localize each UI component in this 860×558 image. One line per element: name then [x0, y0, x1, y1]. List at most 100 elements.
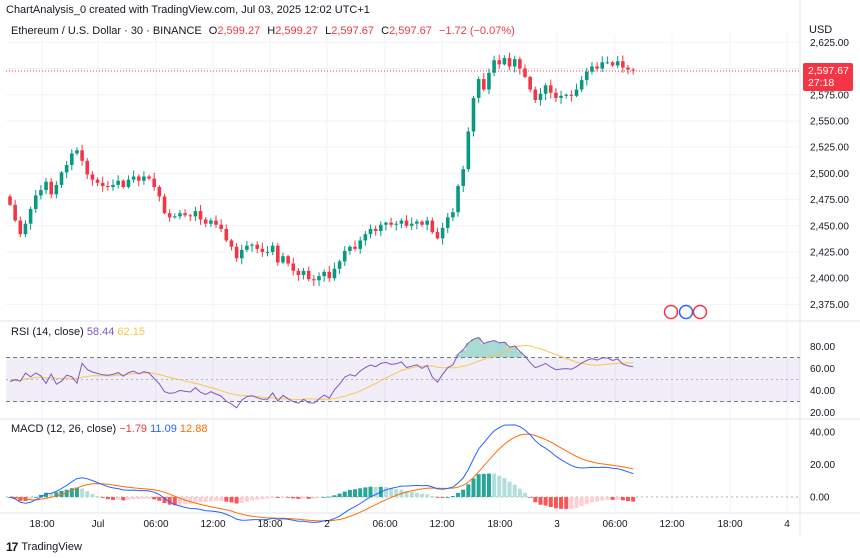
macd-histogram-bar	[389, 487, 394, 498]
macd-histogram-bar	[559, 497, 564, 509]
macd-histogram-bar	[162, 497, 167, 504]
macd-histogram-bar	[353, 489, 358, 498]
price-tick-label: 2,625.00	[810, 38, 849, 49]
time-tick-label: Jul	[92, 519, 105, 530]
macd-histogram-bar	[404, 490, 409, 498]
candle-body	[142, 176, 146, 181]
candle-body	[286, 256, 290, 264]
macd-legend: MACD (12, 26, close) −1.79 11.09 12.88	[11, 423, 207, 435]
macd-histogram-bar	[445, 497, 450, 498]
macd-histogram-bar	[347, 489, 352, 498]
candle-body	[569, 94, 574, 96]
candle-body	[363, 234, 368, 241]
candle-body	[621, 61, 625, 68]
macd-histogram-bar	[214, 497, 218, 501]
macd-histogram-bar	[610, 497, 615, 500]
macd-tick-label: 0.00	[810, 493, 830, 504]
macd-histogram-bar	[409, 492, 414, 498]
rsi-label[interactable]: RSI (14, close)	[11, 326, 84, 338]
event-icons[interactable]	[663, 304, 708, 320]
macd-histogram-bar	[584, 497, 589, 505]
macd-histogram-bar	[600, 497, 605, 501]
macd-histogram-bar	[296, 497, 301, 499]
macd-histogram-bar	[59, 490, 64, 498]
macd-histogram-bar	[471, 478, 476, 498]
candle-body	[435, 232, 440, 239]
candle-body	[209, 220, 213, 224]
price-tag-value: 2,597.67	[808, 65, 849, 77]
time-axis[interactable]: 18:00 Jul 06:00 12:00 18:00 2 06:00 12:00 18:00 3…	[29, 519, 790, 530]
macd-histogram-bar	[492, 473, 497, 498]
candle-body	[342, 250, 347, 262]
rsi-ma-value: 62.15	[117, 326, 145, 338]
macd-histogram-bar	[512, 484, 517, 498]
candle-body	[80, 150, 84, 161]
macd-signal-line	[9, 433, 634, 522]
macd-histogram-bar	[147, 497, 152, 499]
macd-histogram-bar	[615, 497, 620, 500]
macd-histogram-bar	[105, 497, 110, 500]
candle-body	[585, 71, 589, 81]
macd-histogram-bar	[270, 497, 275, 498]
rsi-background	[6, 357, 800, 402]
candle-body	[554, 92, 558, 98]
flag-icon	[692, 304, 708, 320]
time-tick-label: 3	[554, 519, 560, 530]
candle-body	[23, 223, 28, 235]
macd-label[interactable]: MACD (12, 26, close)	[11, 423, 117, 435]
macd-histogram-bar	[342, 491, 347, 498]
candle-body	[157, 187, 162, 197]
macd-histogram-bar	[90, 493, 95, 498]
high-value: 2,599.27	[275, 25, 319, 37]
macd-histogram-bar	[553, 497, 558, 509]
macd-histogram-bar	[301, 497, 306, 499]
price-tick-label: 2,550.00	[810, 116, 849, 127]
macd-histogram-bar	[219, 497, 224, 501]
macd-histogram-bar	[430, 495, 435, 498]
candle-body	[440, 227, 445, 239]
macd-histogram-bar	[605, 497, 610, 500]
price-tick-label: 2,500.00	[810, 169, 849, 180]
currency-label[interactable]: USD	[809, 24, 833, 36]
candle-body	[409, 223, 414, 226]
candle-body	[600, 62, 605, 69]
macd-histogram-bar	[461, 489, 466, 498]
candle-body	[59, 172, 64, 185]
candle-body	[353, 246, 357, 249]
candle-body	[239, 249, 244, 259]
low-value: 2,597.67	[331, 25, 375, 37]
symbol-label[interactable]: Ethereum / U.S. Dollar · 30 · BINANCE	[11, 25, 202, 37]
candle-body	[399, 220, 404, 224]
candle-body	[95, 179, 100, 183]
price-tick-label: 2,475.00	[810, 195, 849, 206]
candle-body	[90, 174, 95, 180]
price-axis[interactable]: 2,625.002,600.002,575.002,550.002,525.00…	[810, 38, 849, 504]
rsi-value: 58.44	[86, 326, 115, 338]
candle-body	[394, 223, 399, 225]
macd-histogram-bar	[157, 497, 162, 501]
candle-body	[579, 80, 584, 90]
macd-histogram-bar	[476, 474, 481, 498]
rsi-tick-label: 20.00	[810, 408, 835, 419]
macd-histogram-bar	[250, 497, 255, 501]
rsi-tick-label: 40.00	[810, 386, 835, 397]
macd-histogram-bar	[234, 497, 239, 504]
macd-histogram-bar	[239, 497, 244, 503]
candle-body	[574, 89, 579, 96]
macd-histogram-bar	[18, 497, 23, 501]
candle-body	[507, 58, 512, 67]
macd-histogram-bar	[450, 496, 455, 498]
time-tick-label: 18:00	[257, 519, 282, 530]
candle-body	[487, 72, 491, 90]
tradingview-footer[interactable]: 17 TradingView	[6, 540, 82, 554]
candle-body	[183, 213, 187, 216]
macd-histogram-bar	[131, 497, 136, 500]
candle-body	[476, 79, 481, 98]
candle-body	[178, 213, 182, 217]
candle-body	[75, 150, 79, 154]
macd-histogram-bar	[224, 497, 229, 502]
candle-body	[111, 184, 115, 188]
candle-body	[626, 67, 630, 70]
macd-histogram-bar	[28, 497, 33, 500]
